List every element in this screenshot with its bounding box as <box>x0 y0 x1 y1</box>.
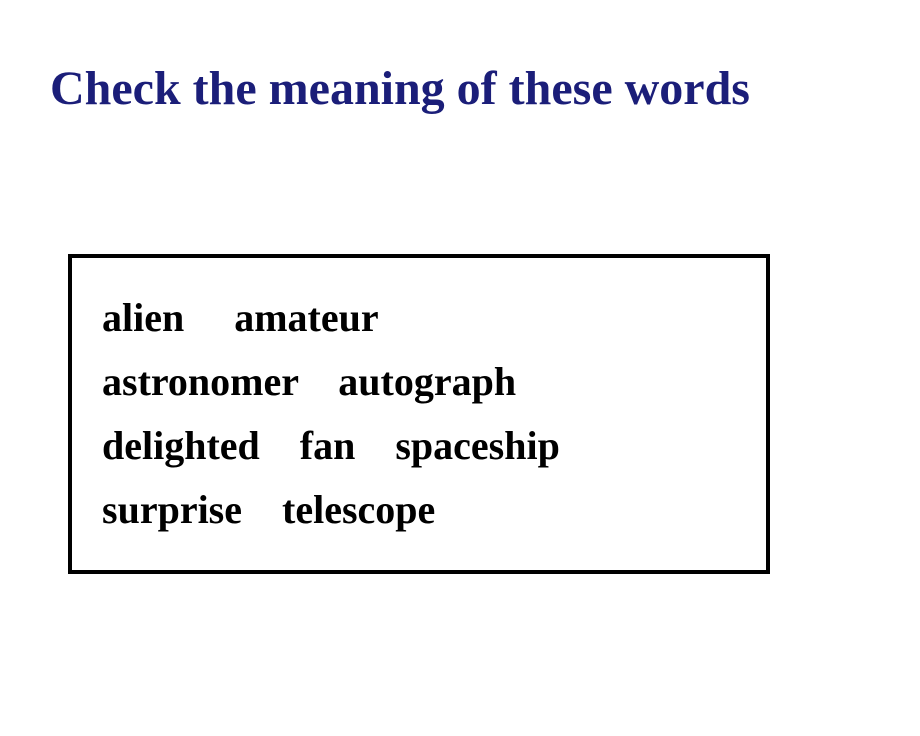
word-line-4: surprise telescope <box>102 478 736 542</box>
word-line-3: delighted fan spaceship <box>102 414 736 478</box>
page-title: Check the meaning of these words <box>50 60 790 119</box>
word-box: alien amateur astronomer autograph delig… <box>68 254 770 574</box>
word-line-2: astronomer autograph <box>102 350 736 414</box>
word-line-1: alien amateur <box>102 286 736 350</box>
